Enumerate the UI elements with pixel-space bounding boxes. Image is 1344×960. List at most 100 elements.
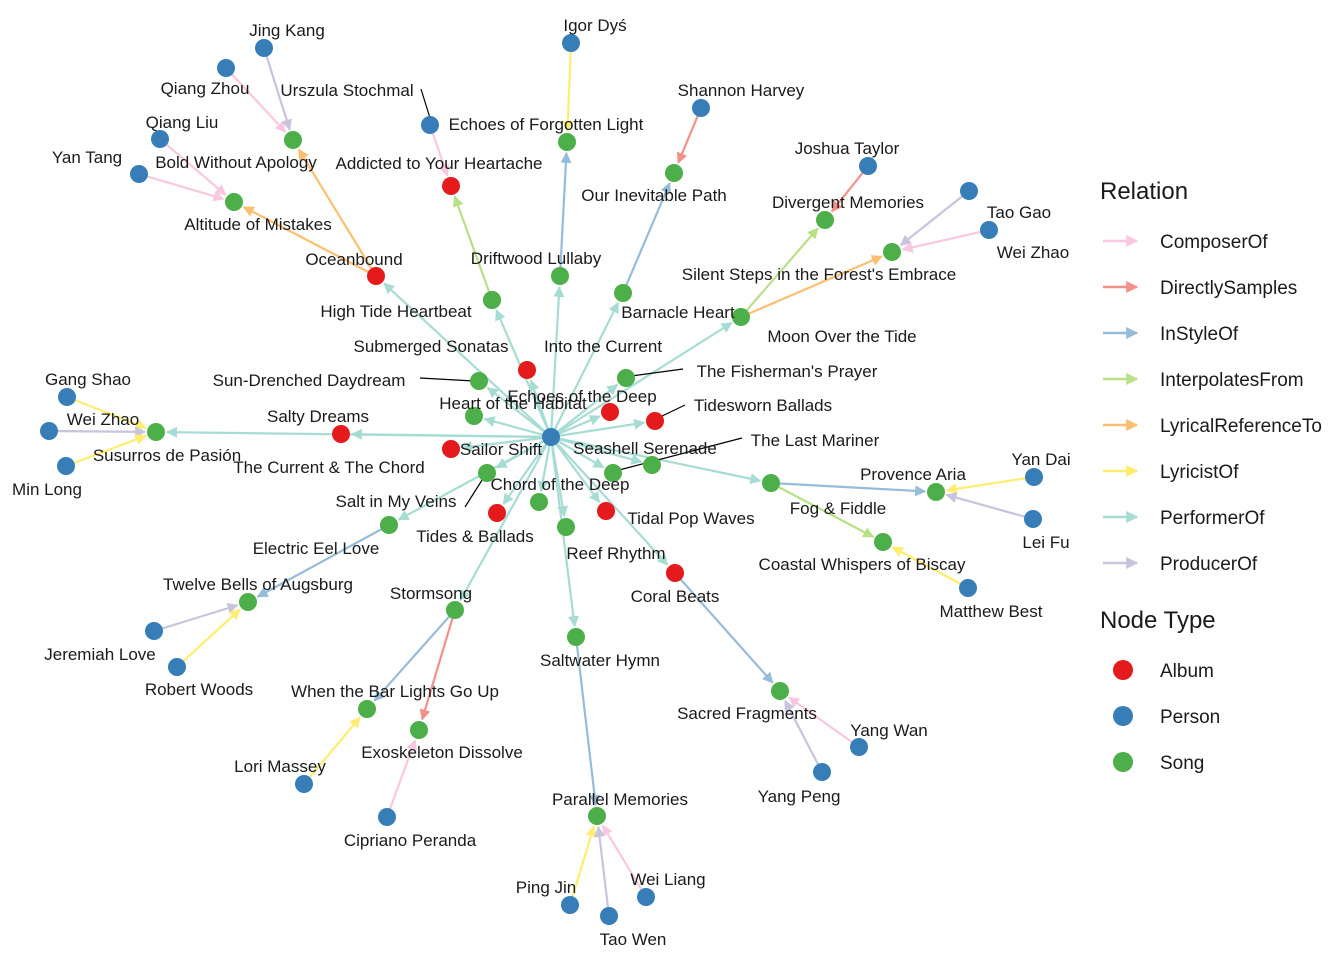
legend-key-song (1113, 752, 1133, 772)
node-album[interactable] (597, 502, 615, 520)
node-song[interactable] (478, 464, 496, 482)
node-label: Yan Tang (52, 148, 122, 167)
node-person[interactable] (58, 388, 76, 406)
node-album[interactable] (442, 440, 460, 458)
node-album[interactable] (666, 564, 684, 582)
node-person[interactable] (600, 907, 618, 925)
node-person[interactable] (980, 221, 998, 239)
node-song[interactable] (604, 464, 622, 482)
node-song[interactable] (446, 601, 464, 619)
node-label: Fog & Fiddle (790, 499, 886, 518)
node-song[interactable] (557, 518, 575, 536)
legend-label-composer-of: ComposerOf (1160, 232, 1268, 253)
node-person[interactable] (378, 808, 396, 826)
node-song[interactable] (643, 456, 661, 474)
node-song[interactable] (470, 372, 488, 390)
legend-label-directly-samples: DirectlySamples (1160, 278, 1297, 299)
edge-lyricist-of (65, 434, 147, 468)
node-person[interactable] (1025, 468, 1043, 486)
node-song[interactable] (614, 284, 632, 302)
label-leader-line (419, 377, 475, 382)
node-person[interactable] (960, 182, 978, 200)
node-person[interactable] (692, 99, 710, 117)
edge-performer-of (550, 301, 620, 438)
node-song[interactable] (551, 267, 569, 285)
node-song[interactable] (816, 211, 834, 229)
node-song[interactable] (558, 133, 576, 151)
node-song[interactable] (239, 593, 257, 611)
node-person[interactable] (255, 39, 273, 57)
edge-lyricist-of (945, 475, 1035, 495)
node-song[interactable] (771, 682, 789, 700)
node-person[interactable] (561, 896, 579, 914)
node-label: Sun-Drenched Daydream (213, 371, 406, 390)
node-person[interactable] (959, 579, 977, 597)
node-person[interactable] (40, 422, 58, 440)
node-song[interactable] (147, 423, 165, 441)
edge-lyrical-reference-to (740, 255, 883, 319)
node-album[interactable] (488, 504, 506, 522)
node-album[interactable] (601, 403, 619, 421)
node-person[interactable] (542, 428, 560, 446)
node-song[interactable] (883, 243, 901, 261)
node-label: Salty Dreams (267, 407, 369, 426)
node-song[interactable] (465, 407, 483, 425)
node-song[interactable] (874, 533, 892, 551)
node-label: Addicted to Your Heartache (336, 154, 543, 173)
node-song[interactable] (665, 164, 683, 182)
node-person[interactable] (1024, 510, 1042, 528)
node-person[interactable] (168, 658, 186, 676)
edge-composer-of (225, 67, 287, 133)
node-label: Igor Dyś (563, 16, 626, 35)
node-song[interactable] (617, 369, 635, 387)
node-album[interactable] (518, 361, 536, 379)
node-person[interactable] (421, 116, 439, 134)
edge-producer-of (262, 47, 292, 131)
edge-lyricist-of (66, 395, 147, 430)
node-label: Lei Fu (1022, 533, 1069, 552)
node-person[interactable] (637, 888, 655, 906)
node-album[interactable] (646, 412, 664, 430)
node-song[interactable] (483, 291, 501, 309)
node-song[interactable] (588, 807, 606, 825)
edge-composer-of (385, 739, 417, 818)
node-person[interactable] (859, 157, 877, 175)
node-song[interactable] (732, 308, 750, 326)
node-song[interactable] (358, 700, 376, 718)
node-label: Moon Over the Tide (767, 327, 916, 346)
node-person[interactable] (145, 622, 163, 640)
legend: Relation ComposerOf DirectlySamples InStyl… (1100, 178, 1322, 774)
node-label: High Tide Heartbeat (320, 302, 471, 321)
node-person[interactable] (295, 775, 313, 793)
legend-label-lyrical-reference-to: LyricalReferenceTo (1160, 416, 1322, 437)
edge-performer-of (550, 321, 733, 438)
node-song[interactable] (567, 628, 585, 646)
edge-composer-of (159, 138, 227, 196)
node-song[interactable] (380, 516, 398, 534)
node-album[interactable] (442, 177, 460, 195)
relation-legend-title: Relation (1100, 178, 1188, 205)
node-person[interactable] (562, 34, 580, 52)
node-label: The Current & The Chord (233, 458, 425, 477)
edge-performer-of (397, 436, 552, 521)
node-label: Provence Aria (860, 465, 966, 484)
node-song[interactable] (530, 493, 548, 511)
edge-performer-of (459, 436, 552, 602)
node-person[interactable] (151, 130, 169, 148)
node-song[interactable] (225, 193, 243, 211)
node-album[interactable] (367, 267, 385, 285)
node-album[interactable] (332, 425, 350, 443)
legend-key-album (1113, 660, 1133, 680)
node-label: Yang Peng (758, 787, 841, 806)
node-song[interactable] (410, 721, 428, 739)
node-song[interactable] (762, 474, 780, 492)
node-person[interactable] (130, 165, 148, 183)
node-person[interactable] (217, 59, 235, 77)
edge-performer-of (486, 386, 552, 438)
edge-interpolates-from (770, 482, 875, 538)
node-person[interactable] (57, 457, 75, 475)
node-person[interactable] (850, 738, 868, 756)
node-song[interactable] (927, 483, 945, 501)
node-song[interactable] (284, 131, 302, 149)
node-person[interactable] (813, 763, 831, 781)
